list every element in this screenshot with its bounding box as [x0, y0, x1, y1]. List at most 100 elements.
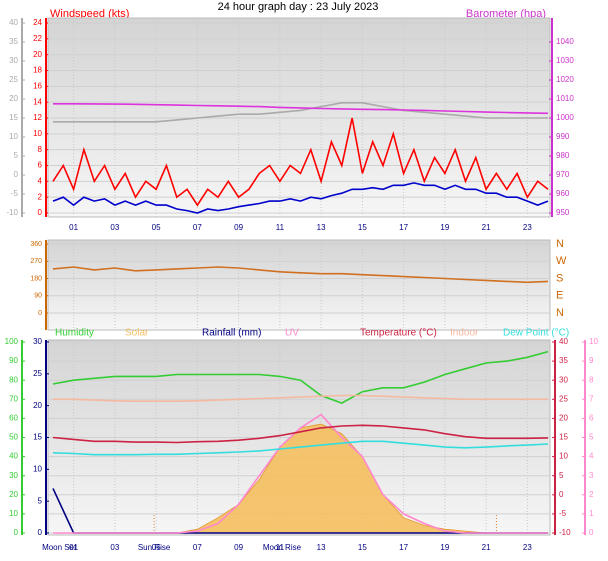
line	[53, 413, 548, 534]
y-tick-label: 20	[9, 490, 18, 499]
y-tick-label: 30	[9, 471, 18, 480]
y-tick-label: 100	[5, 337, 19, 346]
x-tick-label: 09	[234, 223, 243, 232]
y-tick-label: N	[556, 238, 564, 250]
line	[52, 266, 549, 284]
y-tick-label: 15	[559, 433, 568, 442]
x-tick-label: 21	[482, 543, 491, 552]
y-tick-label: 1000	[556, 113, 574, 122]
x-tick-label: 15	[358, 223, 367, 232]
x-tick-label: 11	[276, 223, 285, 232]
y-tick-label: 6	[38, 161, 43, 170]
legend-label: Humidity	[55, 328, 94, 339]
y-tick-label: 25	[33, 369, 42, 378]
x-tick-label: 01	[69, 223, 78, 232]
line	[52, 424, 549, 444]
y-tick-label: 10	[589, 337, 598, 346]
y-tick-label: 2	[589, 490, 594, 499]
y-tick-label: 30	[9, 56, 18, 65]
y-tick-label: 0	[589, 528, 594, 537]
y-tick-label: -10	[6, 208, 18, 217]
y-tick-label: 180	[30, 275, 42, 282]
x-tick-label: 21	[482, 223, 491, 232]
x-tick-label: 13	[317, 543, 326, 552]
legend-label: Solar	[125, 328, 149, 339]
event-label: Sun Rise	[138, 543, 171, 552]
y-tick-label: 1	[589, 509, 594, 518]
y-tick-label: 6	[589, 414, 594, 423]
y-tick-label: 15	[33, 433, 42, 442]
y-tick-label: 40	[9, 18, 18, 27]
y-tick-label: 360	[30, 241, 42, 248]
x-tick-label: 23	[523, 223, 532, 232]
y-tick-label: 5	[14, 151, 19, 160]
y-tick-label: 35	[559, 356, 568, 365]
event-label: Moon Rise	[263, 543, 302, 552]
y-tick-label: 25	[9, 75, 18, 84]
y-tick-label: 18	[33, 66, 42, 75]
y-tick-label: -5	[559, 509, 567, 518]
plot-area	[47, 239, 551, 331]
y-tick-label: 50	[9, 433, 18, 442]
y-tick-label: 35	[9, 37, 18, 46]
y-tick-label: 15	[9, 113, 18, 122]
y-tick-label: 24	[33, 18, 42, 27]
y-tick-label: 20	[33, 50, 42, 59]
y-tick-label: 4	[38, 176, 43, 185]
y-tick-label: 10	[33, 129, 42, 138]
y-tick-label: 20	[559, 414, 568, 423]
y-tick-label: 960	[556, 189, 570, 198]
y-tick-label: 12	[33, 113, 42, 122]
y-tick-label: 90	[9, 356, 18, 365]
y-tick-label: 90	[34, 293, 42, 300]
y-tick-label: 9	[589, 356, 594, 365]
y-tick-label: 1030	[556, 56, 574, 65]
x-tick-label: 01	[69, 543, 78, 552]
y-tick-label: 2	[38, 192, 43, 201]
y-tick-label: 40	[559, 337, 568, 346]
y-tick-label: 10	[9, 132, 18, 141]
y-tick-label: 3	[589, 471, 594, 480]
y-tick-label: 970	[556, 170, 570, 179]
legend-label: Temperature (°C)	[360, 328, 437, 339]
y-tick-label: 30	[33, 337, 42, 346]
y-tick-label: 980	[556, 151, 570, 160]
x-tick-label: 11	[276, 543, 285, 552]
y-tick-label: 60	[9, 414, 18, 423]
y-tick-label: 5	[589, 433, 594, 442]
line	[52, 182, 549, 214]
x-tick-label: 23	[523, 543, 532, 552]
y-tick-label: 10	[33, 464, 42, 473]
line	[52, 350, 549, 404]
y-tick-label: 25	[559, 394, 568, 403]
line	[53, 103, 549, 115]
x-tick-label: 05	[152, 223, 161, 232]
y-tick-label: 1020	[556, 75, 574, 84]
y-tick-label: 5	[38, 496, 43, 505]
y-tick-label: 990	[556, 132, 570, 141]
line	[53, 102, 548, 123]
y-tick-label: 1040	[556, 37, 574, 46]
y-axis-label: Windspeed (kts)	[50, 8, 129, 20]
x-tick-label: 07	[193, 543, 202, 552]
y-tick-label: 22	[33, 34, 42, 43]
y-tick-label: 8	[589, 375, 594, 384]
y-tick-label: 0	[38, 528, 43, 537]
y-tick-label: 70	[9, 394, 18, 403]
x-tick-label: 07	[193, 223, 202, 232]
legend-label: Dew Point (°C)	[503, 328, 569, 339]
y-tick-label: -5	[11, 189, 19, 198]
y-tick-label: 20	[33, 401, 42, 410]
x-tick-label: 19	[440, 223, 449, 232]
y-tick-label: 8	[38, 145, 43, 154]
chart-title: 24 hour graph day : 23 July 2023	[218, 1, 379, 13]
y-tick-label: 0	[38, 208, 43, 217]
y-tick-label: 20	[9, 94, 18, 103]
x-tick-label: 13	[317, 223, 326, 232]
y-tick-label: W	[556, 255, 567, 267]
y-tick-label: 5	[559, 471, 564, 480]
event-label: Moon Set	[42, 543, 77, 552]
x-tick-label: 05	[152, 543, 161, 552]
y-tick-label: 10	[9, 509, 18, 518]
